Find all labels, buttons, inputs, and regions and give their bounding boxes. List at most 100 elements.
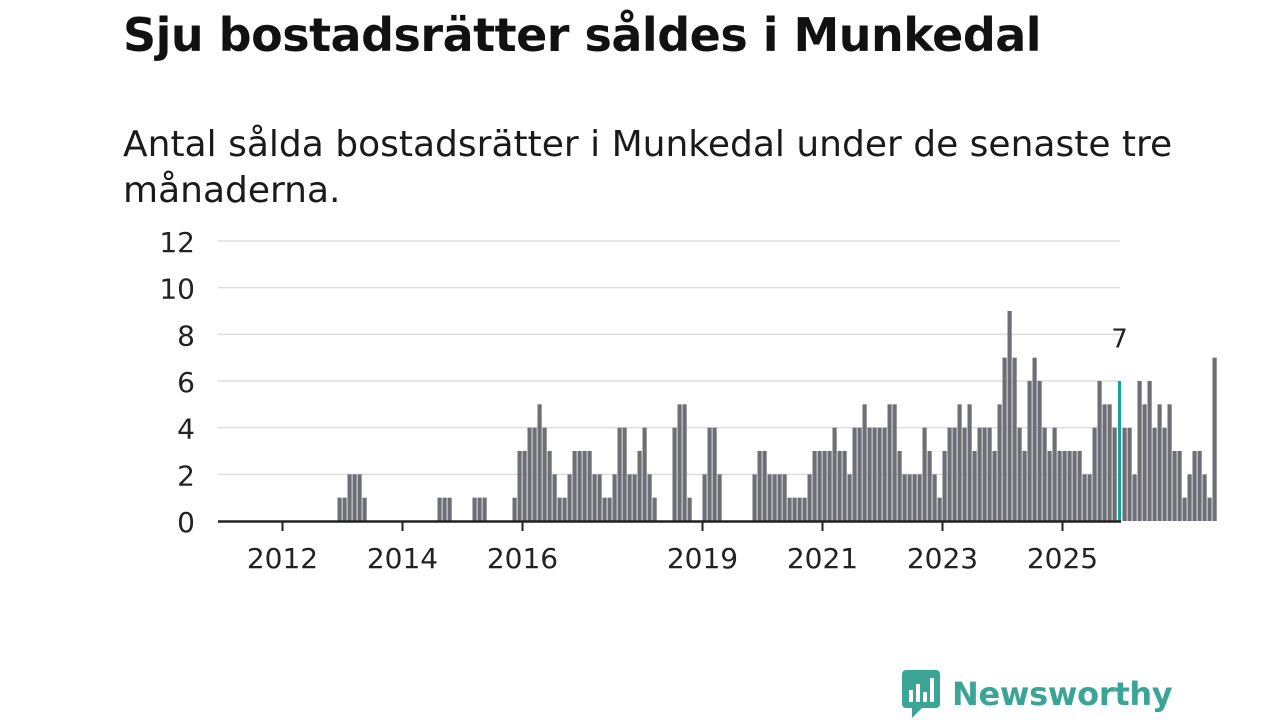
bar <box>917 474 922 521</box>
bar <box>1002 357 1007 521</box>
bar <box>992 451 997 521</box>
bar <box>1067 451 1072 521</box>
bar <box>1072 451 1077 521</box>
bar <box>652 497 657 521</box>
bar <box>557 497 562 521</box>
bar <box>342 497 347 521</box>
bar <box>767 474 772 521</box>
bar <box>857 427 862 521</box>
y-tick-label: 4 <box>177 413 195 446</box>
x-tick-label: 2025 <box>1027 542 1098 575</box>
bar <box>627 474 632 521</box>
y-tick-label: 8 <box>177 319 195 352</box>
bar <box>1127 427 1132 521</box>
bar <box>837 451 842 521</box>
bar <box>797 497 802 521</box>
bar <box>702 474 707 521</box>
bar <box>812 451 817 521</box>
bar <box>832 427 837 521</box>
x-tick-label: 2021 <box>787 542 858 575</box>
x-tick-label: 2014 <box>367 542 438 575</box>
bar <box>1152 427 1157 521</box>
bar <box>522 451 527 521</box>
bar <box>572 451 577 521</box>
bar <box>542 427 547 521</box>
bar <box>877 427 882 521</box>
bar <box>1007 311 1012 521</box>
bar <box>852 427 857 521</box>
bar <box>922 427 927 521</box>
bar <box>337 497 342 521</box>
bar <box>1037 381 1042 521</box>
axes: 0 2 4 6 8 10 12 7 2012 2014 2016 2019 2021 2023 2025 <box>159 226 1127 575</box>
bar <box>647 474 652 521</box>
bar <box>712 427 717 521</box>
bar <box>512 497 517 521</box>
bar <box>1022 451 1027 521</box>
bar <box>447 497 452 521</box>
bar <box>1017 427 1022 521</box>
bar <box>822 451 827 521</box>
bar <box>757 451 762 521</box>
bar <box>1062 451 1067 521</box>
bar <box>622 427 627 521</box>
bar <box>682 404 687 521</box>
bar <box>887 404 892 521</box>
bar <box>1132 474 1137 521</box>
x-tick-label: 2012 <box>247 542 318 575</box>
bar <box>687 497 692 521</box>
bar <box>982 427 987 521</box>
bar <box>942 451 947 521</box>
newsworthy-logo: Newsworthy <box>902 670 1173 718</box>
bar <box>977 427 982 521</box>
bar <box>997 404 1002 521</box>
bar <box>567 474 572 521</box>
y-tick-label: 12 <box>159 226 195 259</box>
bar <box>632 474 637 521</box>
bar <box>582 451 587 521</box>
bar <box>477 497 482 521</box>
bar <box>1092 427 1097 521</box>
bar <box>1077 451 1082 521</box>
y-tick-label: 10 <box>159 273 195 306</box>
x-tick-label: 2019 <box>667 542 738 575</box>
bars <box>337 311 1217 521</box>
bar <box>1137 381 1142 521</box>
bar <box>892 404 897 521</box>
bar <box>707 427 712 521</box>
bar <box>897 451 902 521</box>
chart-subtitle: Antal sålda bostadsrätter i Munkedal und… <box>123 124 1173 211</box>
bar <box>772 474 777 521</box>
x-tick-label: 2016 <box>487 542 558 575</box>
bar <box>882 427 887 521</box>
bar <box>1157 404 1162 521</box>
bar <box>907 474 912 521</box>
bar <box>537 404 542 521</box>
bar <box>827 451 832 521</box>
bar <box>1197 451 1202 521</box>
bar <box>592 474 597 521</box>
bar <box>1032 357 1037 521</box>
bar <box>762 451 767 521</box>
bar <box>967 404 972 521</box>
bar <box>1167 404 1172 521</box>
bar <box>787 497 792 521</box>
bar <box>752 474 757 521</box>
bar <box>947 427 952 521</box>
bar <box>1207 497 1212 521</box>
bar <box>1027 381 1032 521</box>
bar <box>597 474 602 521</box>
bar <box>1057 451 1062 521</box>
bar <box>1012 357 1017 521</box>
bar <box>842 451 847 521</box>
bar <box>437 497 442 521</box>
bar <box>527 427 532 521</box>
bar <box>547 451 552 521</box>
bar <box>642 427 647 521</box>
bar <box>972 451 977 521</box>
bar <box>1172 451 1177 521</box>
bar <box>807 474 812 521</box>
y-tick-label: 6 <box>177 366 195 399</box>
bar <box>672 427 677 521</box>
